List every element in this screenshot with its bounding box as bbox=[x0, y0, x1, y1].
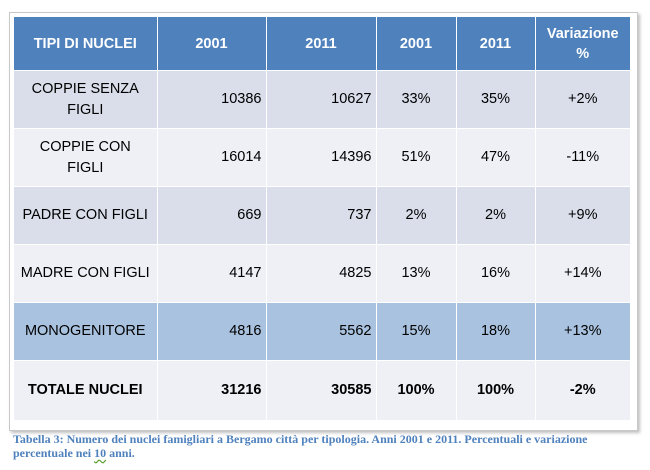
table-row: MADRE CON FIGLI 4147 4825 13% 16% +14% bbox=[14, 244, 630, 303]
cell-2011-count: 5562 bbox=[266, 302, 377, 361]
cell-2001-percent: 51% bbox=[376, 128, 457, 187]
cell-2001-count: 4816 bbox=[157, 302, 267, 361]
nuclei-table: TIPI DI NUCLEI 2001 2011 2001 2011 Varia… bbox=[14, 17, 630, 420]
cell-2011-percent: 2% bbox=[456, 186, 536, 245]
total-row: TOTALE NUCLEI 31216 30585 100% 100% -2% bbox=[14, 360, 630, 420]
total-2001-count: 31216 bbox=[157, 360, 267, 420]
total-variazione: -2% bbox=[535, 360, 630, 420]
cell-2001-percent: 33% bbox=[376, 70, 457, 129]
cell-2001-count: 4147 bbox=[157, 244, 267, 303]
header-2001-count: 2001 bbox=[157, 17, 267, 71]
table-row: MONOGENITORE 4816 5562 15% 18% +13% bbox=[14, 302, 630, 361]
total-2011-percent: 100% bbox=[456, 360, 536, 420]
cell-variazione: +13% bbox=[535, 302, 630, 361]
cell-2001-percent: 15% bbox=[376, 302, 457, 361]
row-label: COPPIE SENZA FIGLI bbox=[14, 70, 158, 129]
cell-2011-count: 4825 bbox=[266, 244, 377, 303]
header-2001-percent: 2001 bbox=[376, 17, 457, 71]
row-label: MADRE CON FIGLI bbox=[14, 244, 158, 303]
table-row: PADRE CON FIGLI 669 737 2% 2% +9% bbox=[14, 186, 630, 245]
cell-2011-count: 737 bbox=[266, 186, 377, 245]
row-label: MONOGENITORE bbox=[14, 302, 158, 361]
cell-2011-count: 14396 bbox=[266, 128, 377, 187]
cell-2001-count: 10386 bbox=[157, 70, 267, 129]
table-row: COPPIE CON FIGLI 16014 14396 51% 47% -11… bbox=[14, 128, 630, 187]
cell-2011-percent: 35% bbox=[456, 70, 536, 129]
cell-2001-percent: 2% bbox=[376, 186, 457, 245]
cell-2001-count: 16014 bbox=[157, 128, 267, 187]
cell-variazione: +14% bbox=[535, 244, 630, 303]
cell-2011-count: 10627 bbox=[266, 70, 377, 129]
cell-2011-percent: 18% bbox=[456, 302, 536, 361]
total-label: TOTALE NUCLEI bbox=[14, 360, 158, 420]
header-tipi: TIPI DI NUCLEI bbox=[14, 17, 158, 71]
table-caption: Tabella 3: Numero dei nuclei famigliari … bbox=[13, 432, 633, 460]
header-2011-count: 2011 bbox=[266, 17, 377, 71]
table-row: COPPIE SENZA FIGLI 10386 10627 33% 35% +… bbox=[14, 70, 630, 129]
row-label: PADRE CON FIGLI bbox=[14, 186, 158, 245]
cell-2011-percent: 47% bbox=[456, 128, 536, 187]
cell-2001-percent: 13% bbox=[376, 244, 457, 303]
total-2001-percent: 100% bbox=[376, 360, 457, 420]
cell-2001-count: 669 bbox=[157, 186, 267, 245]
cell-variazione: -11% bbox=[535, 128, 630, 187]
header-2011-percent: 2011 bbox=[456, 17, 536, 71]
caption-text: Tabella 3: Numero dei nuclei famigliari … bbox=[13, 432, 588, 460]
caption-underlined-number: 10 bbox=[94, 446, 107, 460]
header-variazione: Variazione % bbox=[535, 17, 630, 71]
total-2011-count: 30585 bbox=[266, 360, 377, 420]
cell-variazione: +2% bbox=[535, 70, 630, 129]
row-label: COPPIE CON FIGLI bbox=[14, 128, 158, 187]
cell-variazione: +9% bbox=[535, 186, 630, 245]
header-row: TIPI DI NUCLEI 2001 2011 2001 2011 Varia… bbox=[14, 17, 630, 71]
cell-2011-percent: 16% bbox=[456, 244, 536, 303]
caption-text-end: anni. bbox=[106, 446, 135, 460]
